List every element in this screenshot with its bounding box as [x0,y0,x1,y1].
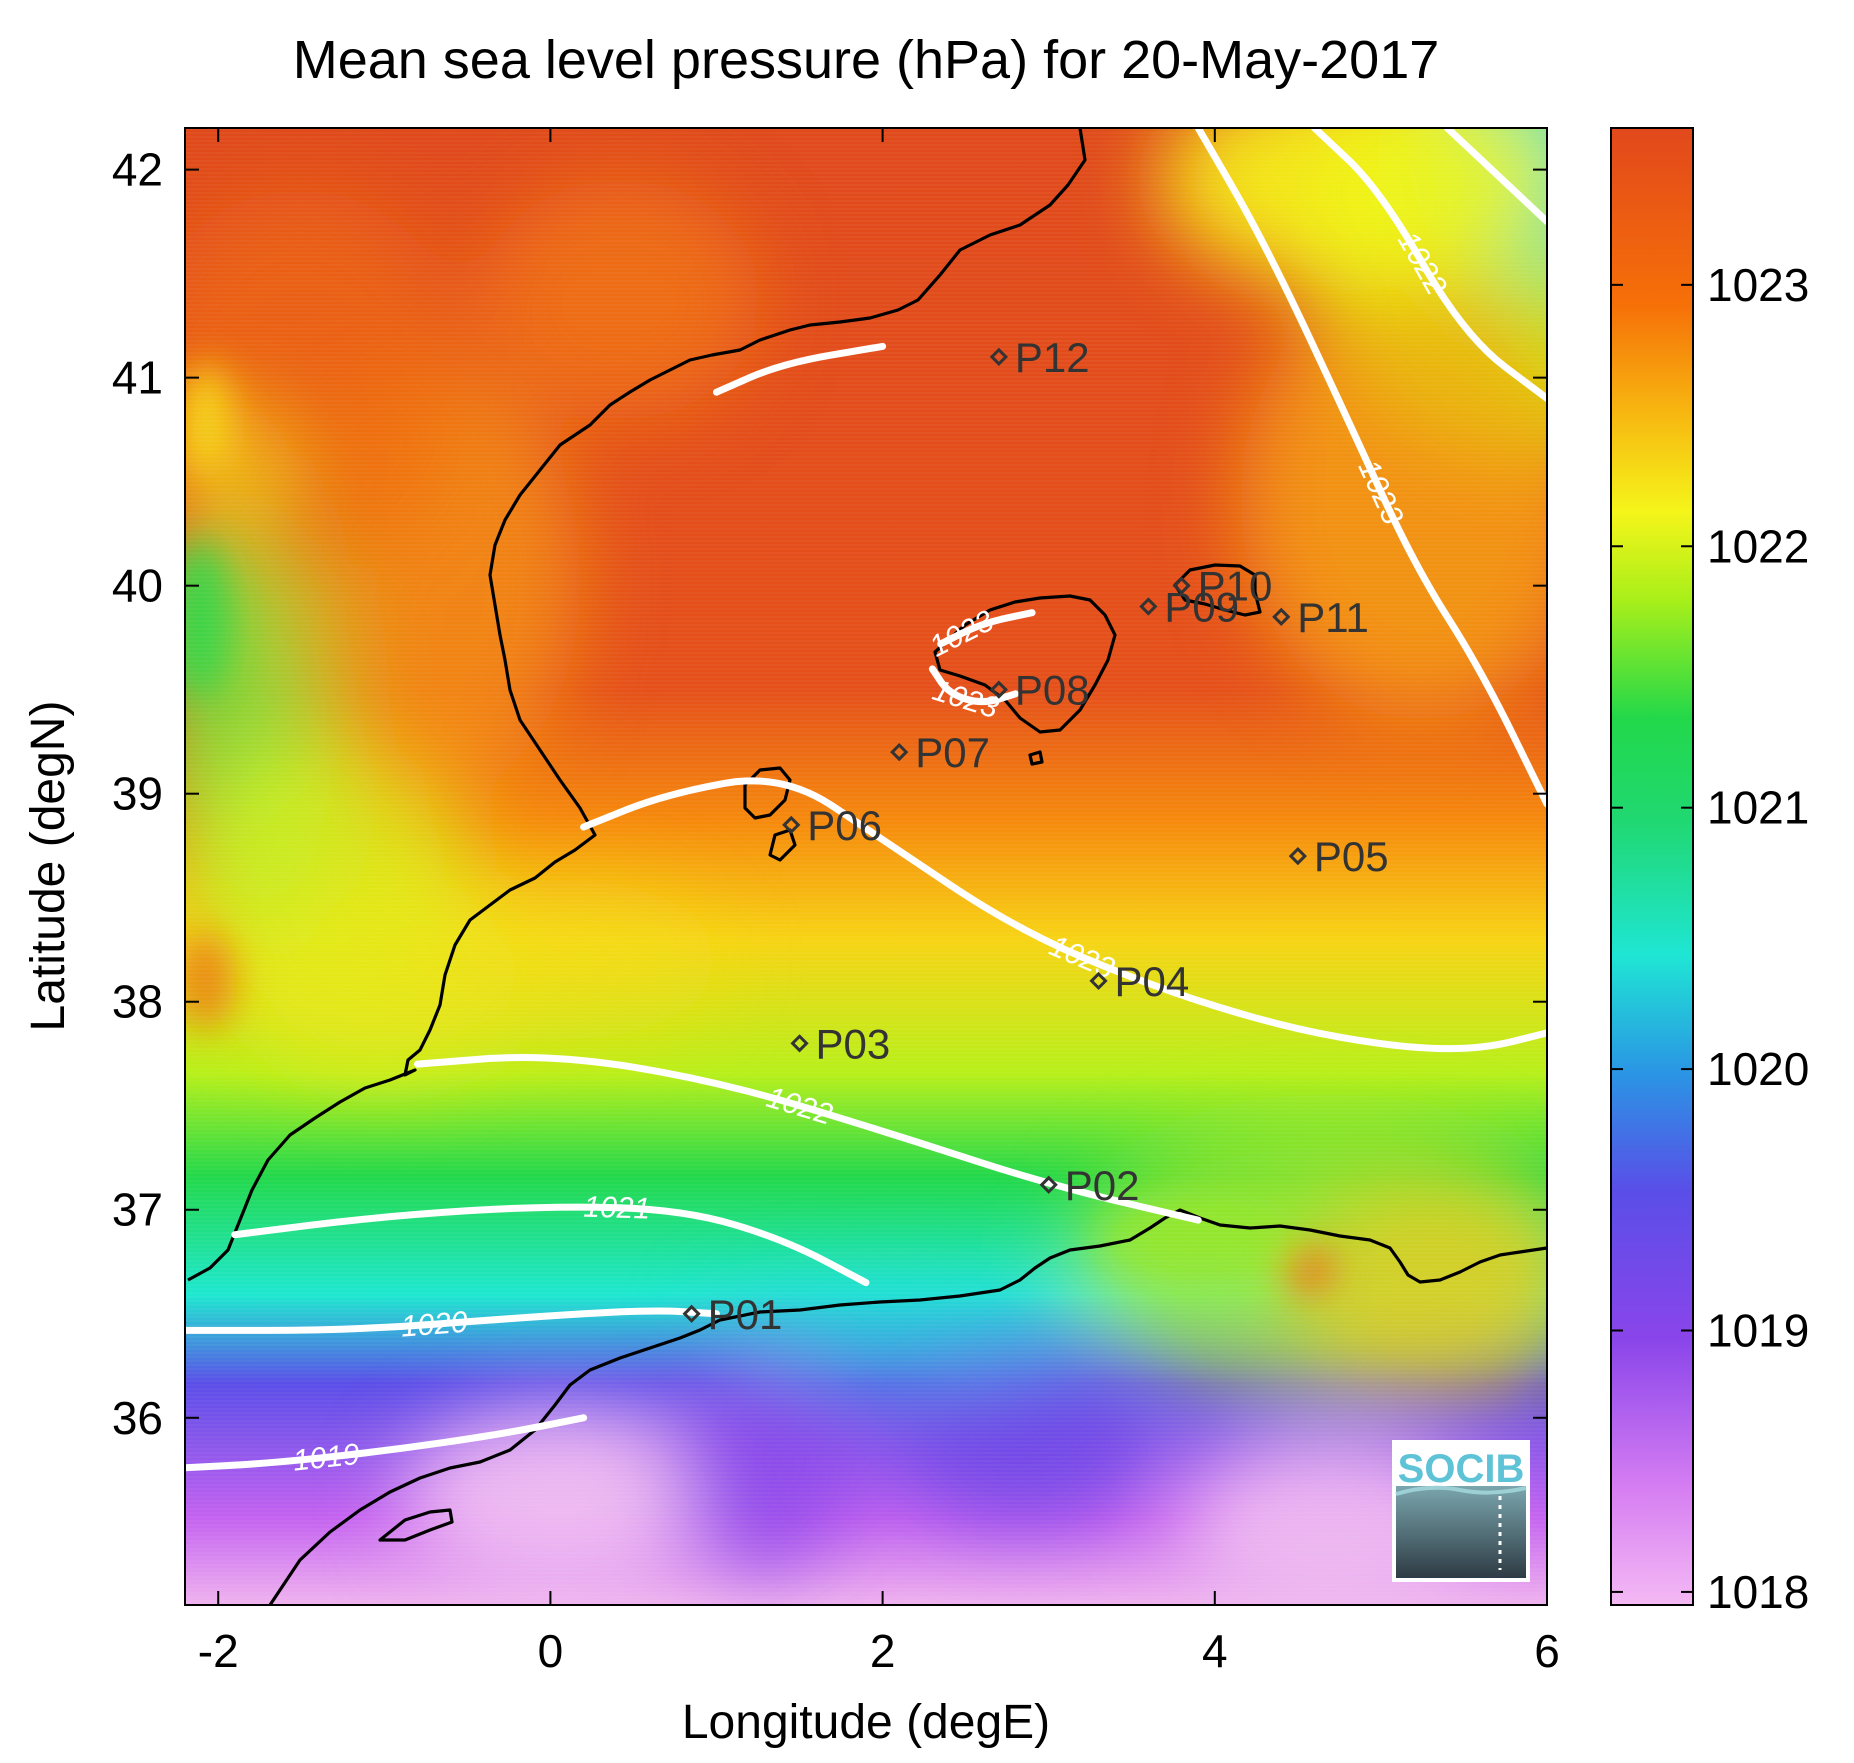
station-label: P11 [1297,594,1369,641]
x-tick-label: 4 [1202,1625,1228,1677]
y-tick-label: 39 [112,768,163,820]
colorbar: 1018 1019 1020 1021 1022 1023 [1610,127,1809,1618]
station-label: P05 [1314,833,1389,880]
station-marker [1272,607,1291,626]
station-marker [890,742,909,762]
station-marker [1039,1175,1058,1194]
x-axis-title: Longitude (degE) [682,1696,1050,1749]
contour-line [713,342,887,396]
y-tick-label: 42 [112,144,163,196]
contour-line [1194,128,1547,808]
contour-line [928,665,1019,706]
coastline-layer [187,128,1547,1605]
contour-line [580,777,1547,1053]
station-label: P12 [1015,334,1090,381]
formentera-coastline [768,828,797,862]
plot-title: Mean sea level pressure (hPa) for 20-May… [293,30,1440,90]
pressure-field [185,128,1547,1605]
contour-line [185,1414,588,1472]
colorbar-tick-label: 1020 [1707,1043,1809,1095]
contour-line [231,1203,870,1287]
x-tick-label: 6 [1534,1625,1560,1677]
station-marker [1172,576,1191,595]
y-axis-title: Latitude (degN) [22,701,75,1032]
y-tick-label: 41 [112,352,163,404]
cabrera-coastline [1028,750,1044,766]
alboran-island-coastline [378,1508,454,1542]
contour-line [185,1307,720,1334]
station-marker [989,347,1009,366]
mallorca-coastline [933,594,1117,734]
plot-frame [184,127,1548,1606]
station-label: P08 [1015,667,1090,714]
colorbar-gradient [1611,128,1693,1605]
station-marker [989,680,1009,699]
station-marker [1288,846,1307,866]
y-tick-label: 37 [112,1184,163,1236]
station-label: P02 [1065,1162,1140,1209]
iberia-coastline [187,128,1087,1282]
x-tick-label: 2 [870,1625,896,1677]
socib-logo: SOCIB [1392,1440,1530,1582]
contour-label: 1021 [583,1191,651,1226]
colorbar-tick-label: 1019 [1707,1305,1809,1357]
menorca-coastline [1173,563,1262,617]
colorbar-tick-label: 1021 [1707,782,1809,834]
y-tick-label: 36 [112,1392,163,1444]
station-label: P01 [708,1291,783,1338]
ibiza-coastline [743,766,792,820]
x-axis: -2 0 2 4 6 [198,128,1560,1677]
station-label: P03 [816,1020,891,1067]
contour-line [937,609,1036,648]
x-tick-label: 0 [538,1625,564,1677]
y-tick-label: 40 [112,560,163,612]
contour-line [414,1053,1202,1224]
x-tick-label: -2 [198,1625,239,1677]
station-label: P06 [807,802,882,849]
contour-line [1311,128,1547,402]
contour-label: 1020 [400,1306,469,1344]
contour-line [1443,128,1547,226]
station-marker [790,1034,809,1053]
station-label: P04 [1115,958,1190,1005]
station-label: P07 [915,729,990,776]
y-tick-label: 38 [112,976,163,1028]
station-marker [1089,971,1108,991]
station-marker [1139,597,1158,616]
station-marker [782,815,801,835]
station-label: P10 [1198,563,1273,610]
y-axis: 36 37 38 39 40 41 42 [112,144,1547,1444]
colorbar-ticks: 1018 1019 1020 1021 1022 1023 [1611,259,1809,1618]
colorbar-tick-label: 1022 [1707,520,1809,572]
colorbar-tick-label: 1018 [1707,1566,1809,1618]
north-africa-coastline [268,1208,1547,1605]
station-marker [682,1304,701,1323]
socib-logo-text: SOCIB [1398,1447,1525,1491]
colorbar-tick-label: 1023 [1707,259,1809,311]
contour-label: 1019 [291,1438,361,1478]
station-label: P09 [1164,583,1239,630]
colorbar-frame [1610,127,1694,1606]
